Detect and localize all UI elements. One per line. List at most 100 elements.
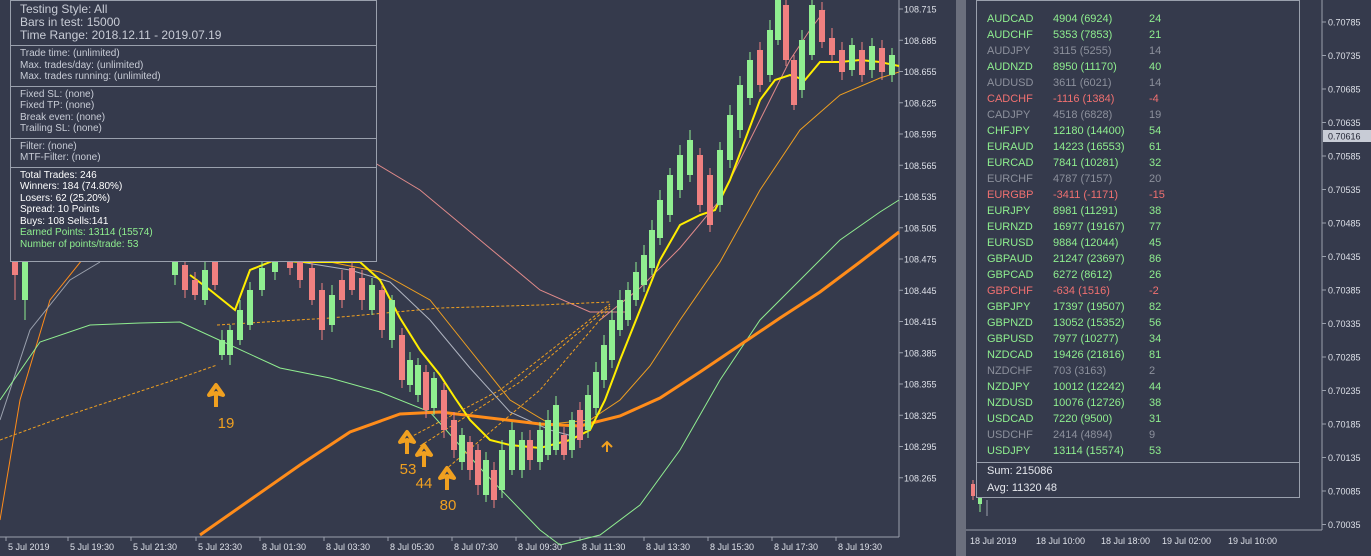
fixed-sl-text: Fixed SL: (none): [20, 88, 94, 100]
pair-avg-points: 14: [1149, 77, 1162, 89]
pair-avg-points: 21: [1149, 29, 1162, 41]
pair-name: GBPJPY: [987, 301, 1031, 313]
pair-points: 13052 (15352): [1053, 317, 1125, 329]
current-price-label: 0.70616: [1328, 132, 1361, 142]
bear-candle: [791, 60, 797, 105]
price-label: 108.475: [904, 255, 937, 265]
bear-candle: [859, 50, 865, 75]
pair-points: 703 (3163): [1053, 365, 1107, 377]
bull-candle: [677, 155, 683, 190]
bull-candle: [657, 200, 663, 238]
grey-ma-line: [299, 261, 581, 439]
pair-name: EURUSD: [987, 237, 1034, 249]
pair-points: 10076 (12726): [1053, 397, 1125, 409]
buys-sells-text: Buys: 108 Sells:141: [20, 215, 109, 227]
bear-candle: [819, 10, 825, 42]
pair-points: 19426 (21816): [1053, 349, 1125, 361]
chart-divider[interactable]: [956, 0, 966, 556]
price-label: 0.70085: [1328, 487, 1361, 497]
pair-avg-points: 81: [1149, 349, 1162, 361]
bear-candle: [707, 175, 713, 225]
pair-points: 7220 (9500): [1053, 413, 1113, 425]
price-label: 0.70635: [1328, 118, 1361, 128]
price-label: 108.595: [904, 130, 937, 140]
bear-candle: [491, 470, 497, 500]
time-label: 8 Jul 09:30: [518, 542, 562, 552]
grey-band-line: [0, 261, 101, 421]
price-label: 0.70435: [1328, 252, 1361, 262]
price-label: 0.70535: [1328, 185, 1361, 195]
pair-avg-points: 26: [1149, 269, 1162, 281]
price-label: 0.70685: [1328, 85, 1361, 95]
pair-name: EURGBP: [987, 189, 1034, 201]
pair-avg-points: 82: [1149, 301, 1162, 313]
bull-candle: [569, 420, 575, 450]
price-label: 0.70485: [1328, 219, 1361, 229]
pair-points: 4904 (6924): [1053, 13, 1113, 25]
pair-name: CADJPY: [987, 109, 1031, 121]
pair-avg-points: 44: [1149, 381, 1162, 393]
price-label: 0.70185: [1328, 420, 1361, 430]
pair-avg-points: 20: [1149, 173, 1162, 185]
time-label: 8 Jul 01:30: [262, 542, 306, 552]
arrow-label: 53: [400, 461, 417, 478]
pair-name: USDCHF: [987, 429, 1033, 441]
pair-points: 8981 (11291): [1053, 205, 1118, 217]
price-label: 108.685: [904, 36, 937, 46]
buy-arrow-icon: [398, 430, 416, 454]
bear-candle: [192, 280, 198, 295]
pair-name: GBPCAD: [987, 269, 1034, 281]
pair-points: -634 (1516): [1053, 285, 1110, 297]
pair-name: NZDJPY: [987, 381, 1030, 393]
bull-candle: [272, 258, 278, 272]
price-label: 0.70785: [1328, 18, 1361, 28]
pair-avg-points: 61: [1149, 141, 1162, 153]
trade-time-text: Trade time: (unlimited): [20, 48, 120, 59]
bull-candle: [593, 372, 599, 408]
bull-candle: [601, 345, 607, 380]
pair-name: NZDUSD: [987, 397, 1033, 409]
price-label: 108.535: [904, 192, 937, 202]
time-label: 8 Jul 03:30: [326, 542, 370, 552]
info-filters-section: Filter: (none) MTF-Filter: (none): [11, 139, 376, 168]
bull-candle: [585, 395, 591, 430]
bull-candle: [431, 378, 437, 408]
bull-candle: [609, 320, 615, 360]
pair-points: 3611 (6021): [1053, 77, 1112, 89]
pair-points: 2414 (4894): [1053, 429, 1113, 441]
price-label: 0.70285: [1328, 353, 1361, 363]
price-label: 108.265: [904, 473, 937, 483]
pair-summary-panel: AUDCAD 4904 (6924) 24 AUDCHF 5353 (7853) 21 AU…: [976, 0, 1300, 498]
bull-candle: [545, 420, 551, 455]
bull-candle: [415, 365, 421, 395]
bull-candle: [747, 60, 753, 98]
bear-candle: [757, 50, 763, 85]
bull-candle: [649, 230, 655, 268]
bull-candle: [537, 430, 543, 462]
bear-candle: [349, 268, 355, 290]
bull-candle: [889, 55, 895, 75]
pair-avg-points: 86: [1149, 253, 1162, 265]
price-label: 0.70035: [1328, 520, 1361, 530]
mtf-filter-text: MTF-Filter: (none): [20, 152, 101, 163]
time-label: 8 Jul 07:30: [454, 542, 498, 552]
bull-candle: [775, 0, 781, 40]
price-label: 0.70585: [1328, 152, 1361, 162]
bull-candle: [717, 150, 723, 205]
pair-points: 12180 (14400): [1053, 125, 1125, 137]
pair-avg-points: 2: [1149, 365, 1156, 377]
pair-avg-points: 40: [1149, 61, 1162, 73]
buy-arrow-icon: [207, 383, 225, 407]
info-limits-section: Trade time: (unlimited) Max. trades/day:…: [11, 46, 376, 87]
bull-candle: [202, 270, 208, 300]
price-label: 0.70135: [1328, 453, 1361, 463]
pair-points: 4787 (7157): [1053, 173, 1113, 185]
pair-name: CADCHF: [987, 93, 1033, 105]
time-label: 5 Jul 19:30: [70, 542, 114, 552]
losers-text: Losers: 62 (25.20%): [20, 192, 111, 204]
bear-candle: [467, 442, 473, 470]
filter-text: Filter: (none): [20, 140, 77, 152]
pair-avg-points: 19: [1149, 109, 1162, 121]
pair-points: 5353 (7853): [1053, 29, 1113, 41]
trailing-sl-text: Trailing SL: (none): [20, 123, 102, 134]
